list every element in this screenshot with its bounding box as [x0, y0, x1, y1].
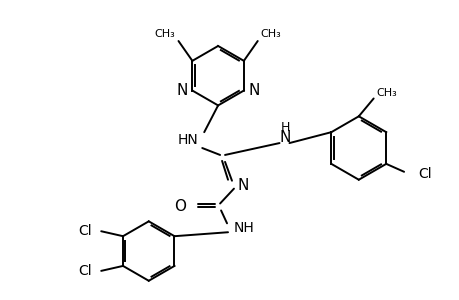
Text: H: H	[280, 121, 290, 134]
Text: N: N	[279, 130, 291, 145]
Text: N: N	[176, 83, 188, 98]
Text: O: O	[174, 199, 186, 214]
Text: NH: NH	[234, 221, 254, 235]
Text: HN: HN	[177, 133, 198, 147]
Text: N: N	[247, 83, 259, 98]
Text: CH₃: CH₃	[260, 29, 281, 39]
Text: CH₃: CH₃	[376, 88, 397, 98]
Text: Cl: Cl	[78, 224, 92, 238]
Text: Cl: Cl	[417, 167, 431, 181]
Text: N: N	[237, 178, 249, 193]
Text: CH₃: CH₃	[154, 29, 175, 39]
Text: Cl: Cl	[78, 264, 92, 278]
